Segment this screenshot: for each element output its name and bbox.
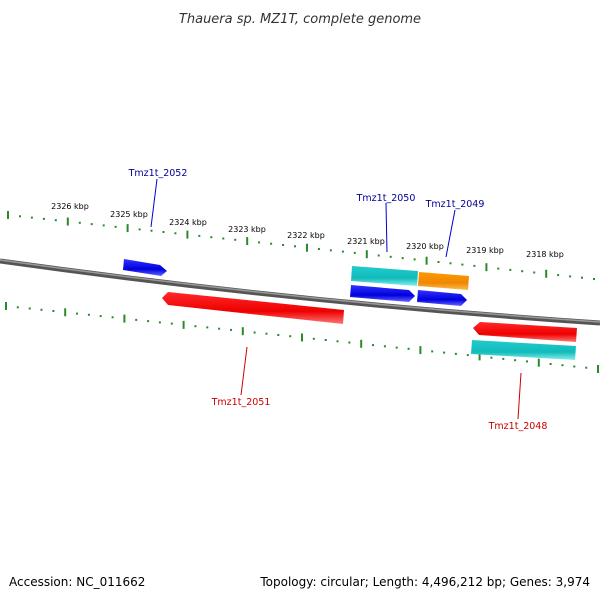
gene-Tmz1t_2050-paired[interactable] — [351, 266, 418, 286]
tick-label: 2319 kbp — [466, 246, 504, 255]
tick-labels: 2326 kbp 2325 kbp 2324 kbp 2323 kbp 2322… — [51, 202, 564, 259]
tick-label: 2318 kbp — [526, 250, 564, 259]
upper-tick-track — [7, 211, 595, 280]
callout-line — [150, 178, 158, 228]
callout-line — [445, 209, 456, 258]
gene-Tmz1t_2050[interactable] — [350, 285, 415, 302]
tick-label: 2326 kbp — [51, 202, 89, 211]
tick-label: 2323 kbp — [228, 225, 266, 234]
gene-Tmz1t_2049-paired[interactable] — [418, 272, 469, 290]
gene-label[interactable]: Tmz1t_2049 — [425, 199, 485, 210]
gene-label[interactable]: Tmz1t_2052 — [128, 168, 188, 179]
gene-label[interactable]: Tmz1t_2048 — [488, 421, 548, 432]
callout-line — [385, 202, 388, 253]
gene-Tmz1t_2048-paired[interactable] — [471, 340, 576, 360]
gene-Tmz1t_2049[interactable] — [417, 290, 467, 306]
tick-label: 2324 kbp — [169, 218, 207, 227]
genome-backbone-highlight — [0, 259, 600, 323]
accession-text: Accession: NC_011662 — [9, 575, 145, 589]
tick-label: 2325 kbp — [110, 210, 148, 219]
gene-Tmz1t_2052[interactable] — [123, 259, 167, 276]
tick-label: 2321 kbp — [347, 237, 385, 246]
callout-line — [240, 346, 248, 396]
topology-text: Topology: circular; Length: 4,496,212 bp… — [259, 575, 590, 589]
gene-Tmz1t_2048[interactable] — [473, 322, 577, 342]
tick-label: 2322 kbp — [287, 231, 325, 240]
tick-label: 2320 kbp — [406, 242, 444, 251]
map-title: Thauera sp. MZ1T, complete genome — [179, 12, 421, 27]
genome-backbone — [0, 258, 600, 326]
gene-label[interactable]: Tmz1t_2051 — [211, 397, 271, 408]
gene-Tmz1t_2051[interactable] — [162, 292, 344, 324]
lower-tick-track — [5, 302, 599, 373]
callout-line — [517, 372, 522, 420]
gene-label[interactable]: Tmz1t_2050 — [356, 193, 416, 204]
